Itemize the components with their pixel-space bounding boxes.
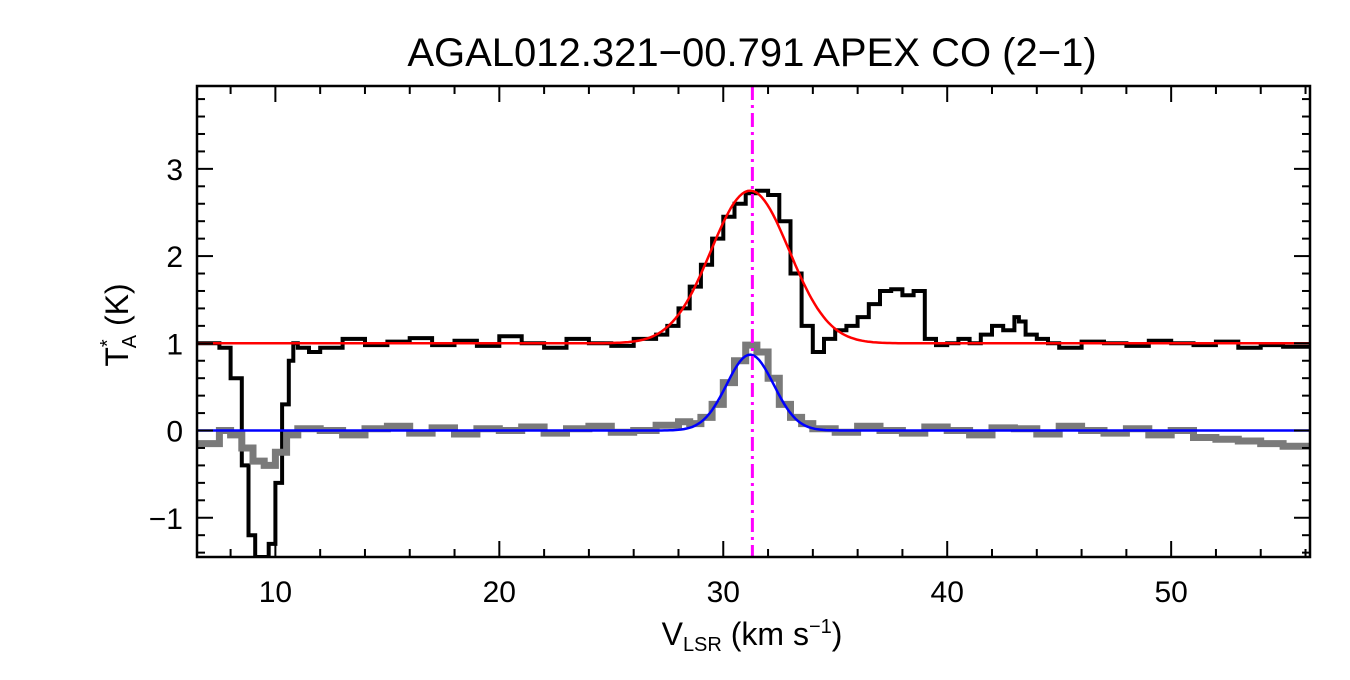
y-label-main: T bbox=[99, 347, 135, 367]
axes-layer: 10 20 30 40 50 −1 0 1 2 3 bbox=[149, 84, 1312, 609]
y-label-sub: A bbox=[119, 334, 141, 348]
plot-frame bbox=[195, 84, 1312, 559]
x-label-sub: LSR bbox=[683, 634, 722, 656]
y-tick-label: 3 bbox=[166, 154, 183, 187]
x-tick-label: 10 bbox=[259, 576, 292, 609]
x-axis-label: VLSR (km s−1) bbox=[662, 616, 843, 656]
x-tick-label: 40 bbox=[931, 576, 964, 609]
x-tick-label: 30 bbox=[707, 576, 740, 609]
y-axis-label: T*A (K) bbox=[97, 283, 141, 366]
x-label-sup: −1 bbox=[809, 616, 832, 638]
x-tick-label: 20 bbox=[483, 576, 516, 609]
x-tick-label: 50 bbox=[1154, 576, 1187, 609]
y-label-rest: (K) bbox=[99, 283, 135, 335]
series-3-gaussian-fit bbox=[197, 353, 1310, 432]
y-label-sup: * bbox=[97, 339, 119, 347]
y-tick-label: 1 bbox=[166, 328, 183, 361]
y-tick-label: 0 bbox=[166, 416, 183, 449]
x-label-rest: (km s bbox=[722, 616, 809, 652]
series-2-gaussian-fit bbox=[197, 189, 1310, 345]
x-label-main: V bbox=[662, 616, 684, 652]
y-tick-label: −1 bbox=[149, 503, 183, 536]
chart-title: AGAL012.321−00.791 APEX CO (2−1) bbox=[407, 31, 1096, 75]
x-label-close: ) bbox=[832, 616, 843, 652]
y-tick-label: 2 bbox=[166, 241, 183, 274]
series-0-step-line bbox=[197, 188, 1310, 557]
series-layer bbox=[197, 86, 1310, 557]
